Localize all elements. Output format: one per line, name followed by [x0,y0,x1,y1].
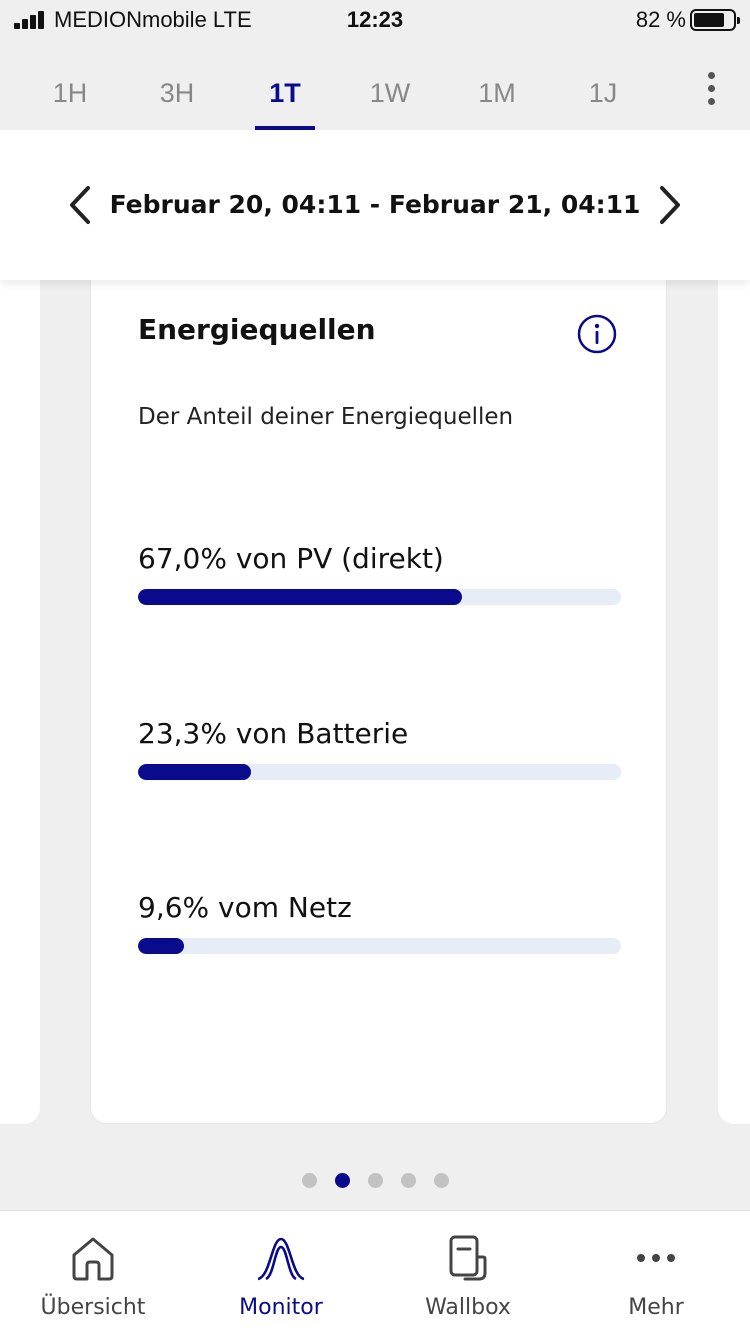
previous-card-peek[interactable] [0,280,40,1124]
wallbox-icon [449,1235,487,1281]
source-pv: 67,0% von PV (direkt) [138,542,621,605]
nav-wallbox-label: Wallbox [425,1295,511,1320]
energy-sources-card: Energiequellen Der Anteil deiner Energie… [90,280,667,1124]
tab-1t[interactable]: 1T [255,40,315,130]
pager-dot[interactable] [400,1173,416,1188]
nav-monitor[interactable]: Monitor [191,1211,371,1334]
date-range-label: Februar 20, 04:11 - Februar 21, 04:11 [109,190,641,219]
nav-more[interactable]: Mehr [566,1211,746,1334]
tab-1m[interactable]: 1M [478,78,516,108]
nav-overview[interactable]: Übersicht [3,1211,183,1334]
source-battery-bar-fill [138,764,251,780]
chevron-right-icon[interactable] [650,180,690,230]
more-options-icon[interactable] [702,72,722,106]
pager-dot[interactable] [301,1173,317,1188]
chevron-left-icon[interactable] [60,180,100,230]
pager-dot[interactable] [367,1173,383,1188]
tab-1w[interactable]: 1W [369,78,411,108]
source-grid-bar-fill [138,938,185,954]
source-battery-bar [138,764,621,780]
nav-monitor-label: Monitor [239,1295,323,1320]
battery-icon [690,9,740,31]
source-grid-label: 9,6% vom Netz [138,891,352,924]
nav-wallbox[interactable]: Wallbox [378,1211,558,1334]
date-range-header: Februar 20, 04:11 - Februar 21, 04:11 [0,130,750,280]
source-pv-bar [138,589,621,605]
pager-dot-active[interactable] [334,1173,350,1188]
monitor-curve-icon [257,1237,305,1281]
card-subtitle: Der Anteil deiner Energiequellen [138,404,514,430]
source-battery: 23,3% von Batterie [138,717,621,780]
tab-3h[interactable]: 3H [159,78,195,108]
tab-1j[interactable]: 1J [588,78,618,108]
source-pv-label: 67,0% von PV (direkt) [138,542,444,575]
home-icon [72,1237,114,1281]
signal-strength-icon [14,11,46,29]
source-battery-label: 23,3% von Batterie [138,717,409,750]
next-card-peek[interactable] [718,280,750,1124]
carousel-pager [0,1173,750,1189]
carrier-label: MEDIONmobile LTE [54,7,252,32]
card-title: Energiequellen [138,313,376,346]
clock: 12:23 [346,7,404,32]
nav-overview-label: Übersicht [40,1295,146,1320]
battery-percentage: 82 % [635,7,686,32]
nav-more-label: Mehr [628,1295,684,1320]
bottom-navigation: Übersicht Monitor Wallbox Mehr [0,1210,750,1334]
info-icon[interactable] [577,314,617,354]
source-pv-bar-fill [138,589,462,605]
source-grid-bar [138,938,621,954]
more-dots-icon [637,1254,675,1262]
time-range-tabs: 1H 3H 1T 1W 1M 1J [0,40,750,130]
source-grid: 9,6% vom Netz [138,891,621,954]
tab-1h[interactable]: 1H [52,78,88,108]
pager-dot[interactable] [433,1173,449,1188]
status-bar: MEDIONmobile LTE 12:23 82 % [0,0,750,40]
